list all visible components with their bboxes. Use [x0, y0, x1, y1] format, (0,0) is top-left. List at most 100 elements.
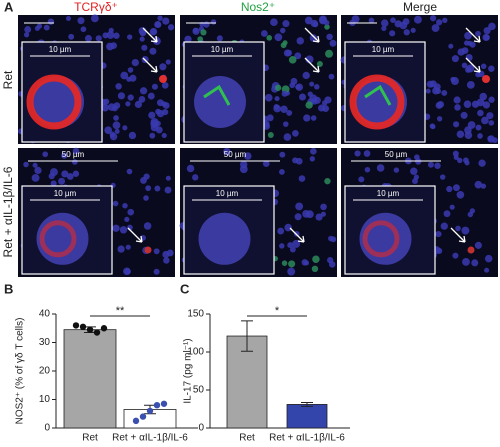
- nucleus: [312, 21, 319, 28]
- nucleus: [486, 112, 494, 120]
- nucleus: [475, 71, 482, 78]
- data-point: [146, 407, 154, 415]
- nucleus: [68, 33, 75, 40]
- x-tick-label: Ret + αIL-1β/IL-6: [112, 433, 188, 444]
- cell: [194, 76, 246, 128]
- nucleus: [461, 226, 470, 235]
- nucleus: [452, 252, 459, 259]
- nucleus: [285, 49, 292, 57]
- nucleus: [244, 152, 252, 160]
- nucleus: [426, 80, 434, 88]
- scale-label: 50 µm: [62, 150, 85, 159]
- nucleus: [464, 131, 473, 140]
- arrow: [127, 227, 143, 243]
- nucleus: [165, 59, 171, 65]
- cell: [198, 212, 251, 265]
- nucleus: [280, 105, 288, 114]
- nucleus: [138, 96, 146, 103]
- scale-label: 10 µm: [211, 45, 234, 54]
- nucleus: [125, 244, 131, 250]
- nucleus: [329, 39, 337, 47]
- nucleus: [314, 84, 320, 90]
- nucleus: [131, 58, 139, 67]
- nucleus: [295, 157, 303, 165]
- nucleus: [122, 125, 128, 131]
- nucleus: [292, 130, 299, 137]
- nucleus: [120, 71, 129, 80]
- nucleus: [113, 115, 119, 121]
- data-point: [86, 326, 94, 333]
- nucleus: [488, 65, 495, 72]
- nucleus: [266, 114, 274, 122]
- nucleus: [324, 177, 331, 185]
- nucleus: [279, 169, 285, 175]
- nucleus: [298, 175, 306, 182]
- nucleus: [80, 26, 87, 33]
- panel-label: B: [4, 281, 13, 296]
- nucleus: [354, 150, 361, 157]
- y-tick-label: 100: [187, 347, 204, 358]
- nucleus: [72, 170, 80, 178]
- arrow: [450, 227, 466, 243]
- nucleus: [430, 124, 436, 130]
- nucleus: [279, 243, 285, 249]
- nucleus: [439, 174, 446, 180]
- nucleus: [462, 257, 470, 266]
- nucleus: [106, 31, 115, 39]
- nos2-signal: [203, 84, 231, 106]
- nucleus: [127, 67, 134, 73]
- nucleus: [36, 23, 43, 29]
- nucleus: [304, 16, 313, 25]
- nucleus: [281, 260, 288, 266]
- nucleus: [282, 20, 290, 28]
- arrow: [142, 27, 158, 43]
- nucleus: [381, 25, 387, 32]
- nucleus: [32, 162, 38, 168]
- nucleus: [393, 167, 400, 173]
- nucleus: [71, 159, 78, 165]
- nucleus: [139, 36, 145, 42]
- nucleus: [239, 165, 248, 174]
- nucleus: [162, 17, 170, 25]
- nucleus: [484, 254, 493, 263]
- nucleus: [274, 33, 283, 42]
- cell-signal: [39, 220, 77, 258]
- nucleus: [284, 223, 292, 232]
- scale-label: 50 µm: [224, 150, 247, 159]
- arrow: [465, 27, 481, 43]
- nucleus: [50, 180, 57, 187]
- nucleus: [264, 93, 273, 102]
- nucleus: [351, 15, 360, 24]
- nucleus: [203, 21, 210, 28]
- nucleus: [47, 18, 55, 25]
- nucleus: [453, 121, 460, 128]
- nucleus: [474, 241, 482, 249]
- nucleus: [34, 166, 42, 175]
- nucleus: [456, 130, 465, 139]
- nucleus: [471, 259, 479, 267]
- scale-label: 10 µm: [54, 189, 77, 198]
- scale-label: 10 µm: [49, 45, 72, 54]
- nucleus: [61, 152, 68, 159]
- nucleus: [279, 151, 286, 158]
- y-tick-label: 40: [39, 309, 51, 320]
- cell-signal: [362, 220, 400, 258]
- nucleus: [112, 224, 120, 232]
- nucleus: [475, 124, 482, 131]
- nucleus: [309, 81, 315, 87]
- scale-label: 10 µm: [216, 189, 239, 198]
- nucleus: [363, 150, 371, 157]
- nucleus: [262, 160, 270, 167]
- nucleus: [156, 109, 165, 118]
- cell-signal: [26, 74, 82, 130]
- y-tick-label: 20: [39, 366, 51, 377]
- micrographs: 10 µm 10 µm 10 µm 10 µm 50 µm 10 µm 50 µm 10 µm…: [18, 14, 498, 277]
- nucleus: [474, 180, 483, 189]
- nucleus: [450, 76, 456, 82]
- arrow: [142, 57, 158, 73]
- nucleus: [113, 102, 121, 109]
- nucleus: [302, 71, 310, 80]
- nucleus: [324, 24, 330, 30]
- y-tick-label: 0: [198, 423, 204, 434]
